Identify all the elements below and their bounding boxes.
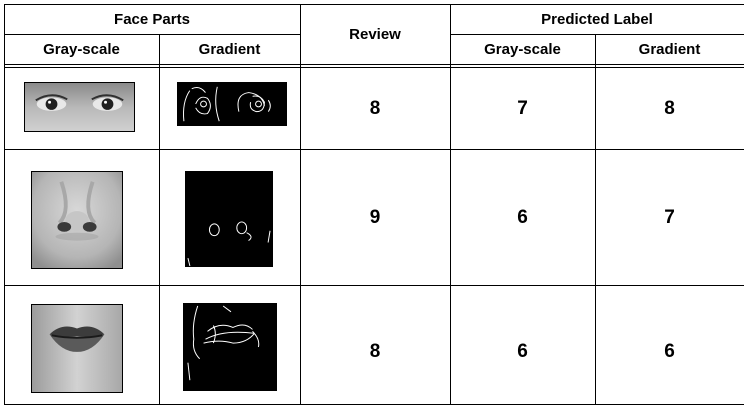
pred-gray-value: 7 — [517, 97, 528, 119]
header-review: Review — [349, 25, 401, 43]
table-border-bottom — [4, 404, 744, 405]
column-divider-4 — [595, 34, 596, 405]
pred-gradient-value: 6 — [664, 341, 675, 362]
eyes-gradient-image — [177, 82, 287, 126]
header-face-parts: Face Parts — [114, 10, 190, 28]
header-gray-scale: Gray-scale — [43, 40, 120, 58]
header-divider-lower-2 — [4, 67, 744, 68]
header-divider-lower — [4, 64, 744, 65]
nose-grayscale-image — [31, 171, 123, 269]
pred-gray-value: 6 — [517, 341, 528, 362]
row-divider-2 — [4, 285, 744, 286]
mouth-gradient-image — [183, 303, 277, 391]
header-pred-gray-scale: Gray-scale — [484, 40, 561, 58]
table-border-left — [4, 4, 5, 405]
review-value: 8 — [369, 97, 381, 119]
pred-gray-value: 6 — [517, 206, 528, 228]
header-gradient: Gradient — [198, 40, 261, 58]
row-divider-1 — [4, 149, 744, 150]
column-divider-2 — [300, 4, 301, 405]
header-divider-upper-left — [4, 34, 300, 35]
review-value: 9 — [369, 206, 381, 228]
review-value: 8 — [369, 341, 381, 362]
pred-gradient-value: 7 — [664, 206, 675, 228]
pred-gradient-value: 8 — [664, 97, 675, 119]
column-divider-3 — [450, 4, 451, 405]
column-divider-1 — [159, 34, 160, 405]
nose-gradient-image — [185, 171, 273, 267]
mouth-grayscale-image — [31, 304, 123, 393]
table-border-top — [4, 4, 744, 5]
header-predicted-label: Predicted Label — [541, 10, 653, 28]
header-pred-gradient: Gradient — [638, 40, 701, 58]
header-divider-upper-right — [450, 34, 744, 35]
eyes-grayscale-image — [24, 82, 135, 132]
results-table: Face Parts Review Predicted Label Gray-s… — [4, 4, 744, 405]
